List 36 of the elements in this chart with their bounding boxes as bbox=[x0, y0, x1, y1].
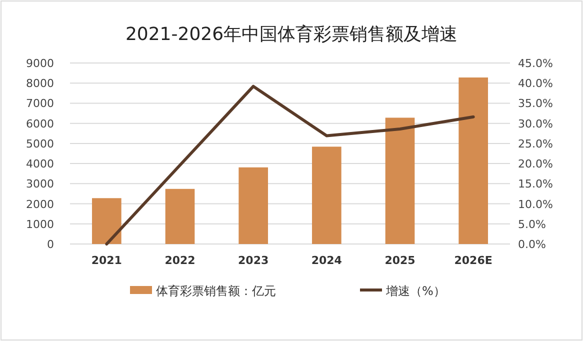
y-tick-label: 7000 bbox=[26, 97, 54, 110]
x-tick-label: 2021 bbox=[91, 254, 122, 267]
bar bbox=[458, 77, 488, 244]
y-tick-label: 9000 bbox=[26, 57, 54, 70]
y2-tick-label: 15.0% bbox=[518, 178, 553, 191]
line-series bbox=[105, 84, 475, 246]
x-tick-label: 2022 bbox=[164, 254, 196, 267]
y-tick-label: 5000 bbox=[26, 137, 54, 150]
bar bbox=[385, 118, 415, 244]
y2-tick-label: 35.0% bbox=[518, 97, 553, 110]
x-tick-label: 2026E bbox=[454, 254, 492, 267]
y2-tick-label: 40.0% bbox=[518, 77, 553, 90]
y-tick-label: 8000 bbox=[26, 77, 54, 90]
y-tick-label: 0 bbox=[47, 238, 54, 251]
bar bbox=[165, 188, 195, 244]
y2-tick-label: 0.0% bbox=[518, 238, 546, 251]
x-tick-label: 2024 bbox=[311, 254, 342, 267]
x-tick-label: 2025 bbox=[384, 254, 416, 267]
y-tick-label: 2000 bbox=[26, 198, 54, 211]
y2-tick-label: 25.0% bbox=[518, 137, 553, 150]
y-tick-label: 3000 bbox=[26, 178, 54, 191]
y-tick-label: 4000 bbox=[26, 158, 54, 171]
chart-title: 2021-2026年中国体育彩票销售额及增速 bbox=[125, 24, 458, 45]
bar bbox=[92, 198, 122, 244]
bar bbox=[238, 167, 268, 244]
bar bbox=[312, 146, 342, 244]
y-tick-label: 6000 bbox=[26, 117, 54, 130]
x-tick-label: 2023 bbox=[238, 254, 269, 267]
y2-tick-label: 10.0% bbox=[518, 198, 553, 211]
y2-tick-label: 45.0% bbox=[518, 57, 553, 70]
legend-label: 增速（%） bbox=[385, 284, 446, 298]
y2-tick-label: 20.0% bbox=[518, 158, 553, 171]
y-tick-label: 1000 bbox=[26, 218, 54, 231]
legend-label: 体育彩票销售额：亿元 bbox=[156, 284, 276, 298]
y2-tick-label: 5.0% bbox=[518, 218, 546, 231]
y2-tick-label: 30.0% bbox=[518, 117, 553, 130]
